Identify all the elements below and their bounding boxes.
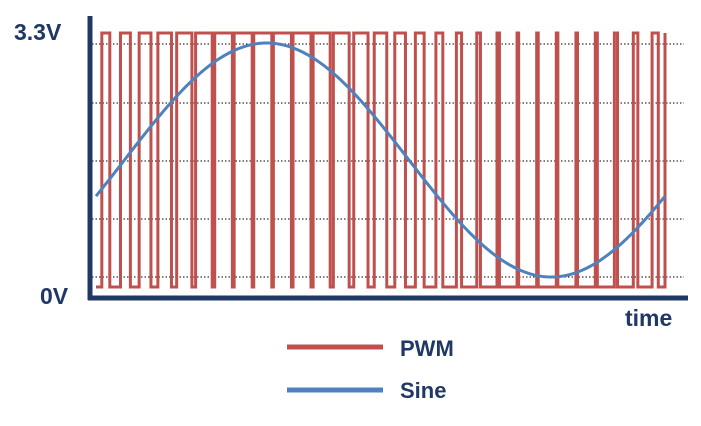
pwm-waveform — [96, 31, 667, 289]
legend-item-pwm: PWM — [287, 336, 454, 361]
axes — [87, 16, 688, 301]
legend-label-sine: Sine — [400, 378, 446, 403]
y-bottom-label: 0V — [40, 283, 69, 309]
legend-item-sine: Sine — [287, 378, 446, 403]
y-top-label: 3.3V — [14, 19, 62, 45]
legend: PWM Sine — [287, 336, 454, 403]
legend-label-pwm: PWM — [400, 336, 454, 361]
x-axis-label: time — [625, 305, 672, 331]
sine-waveform — [94, 41, 667, 279]
pwm-pulse-train — [96, 31, 667, 289]
